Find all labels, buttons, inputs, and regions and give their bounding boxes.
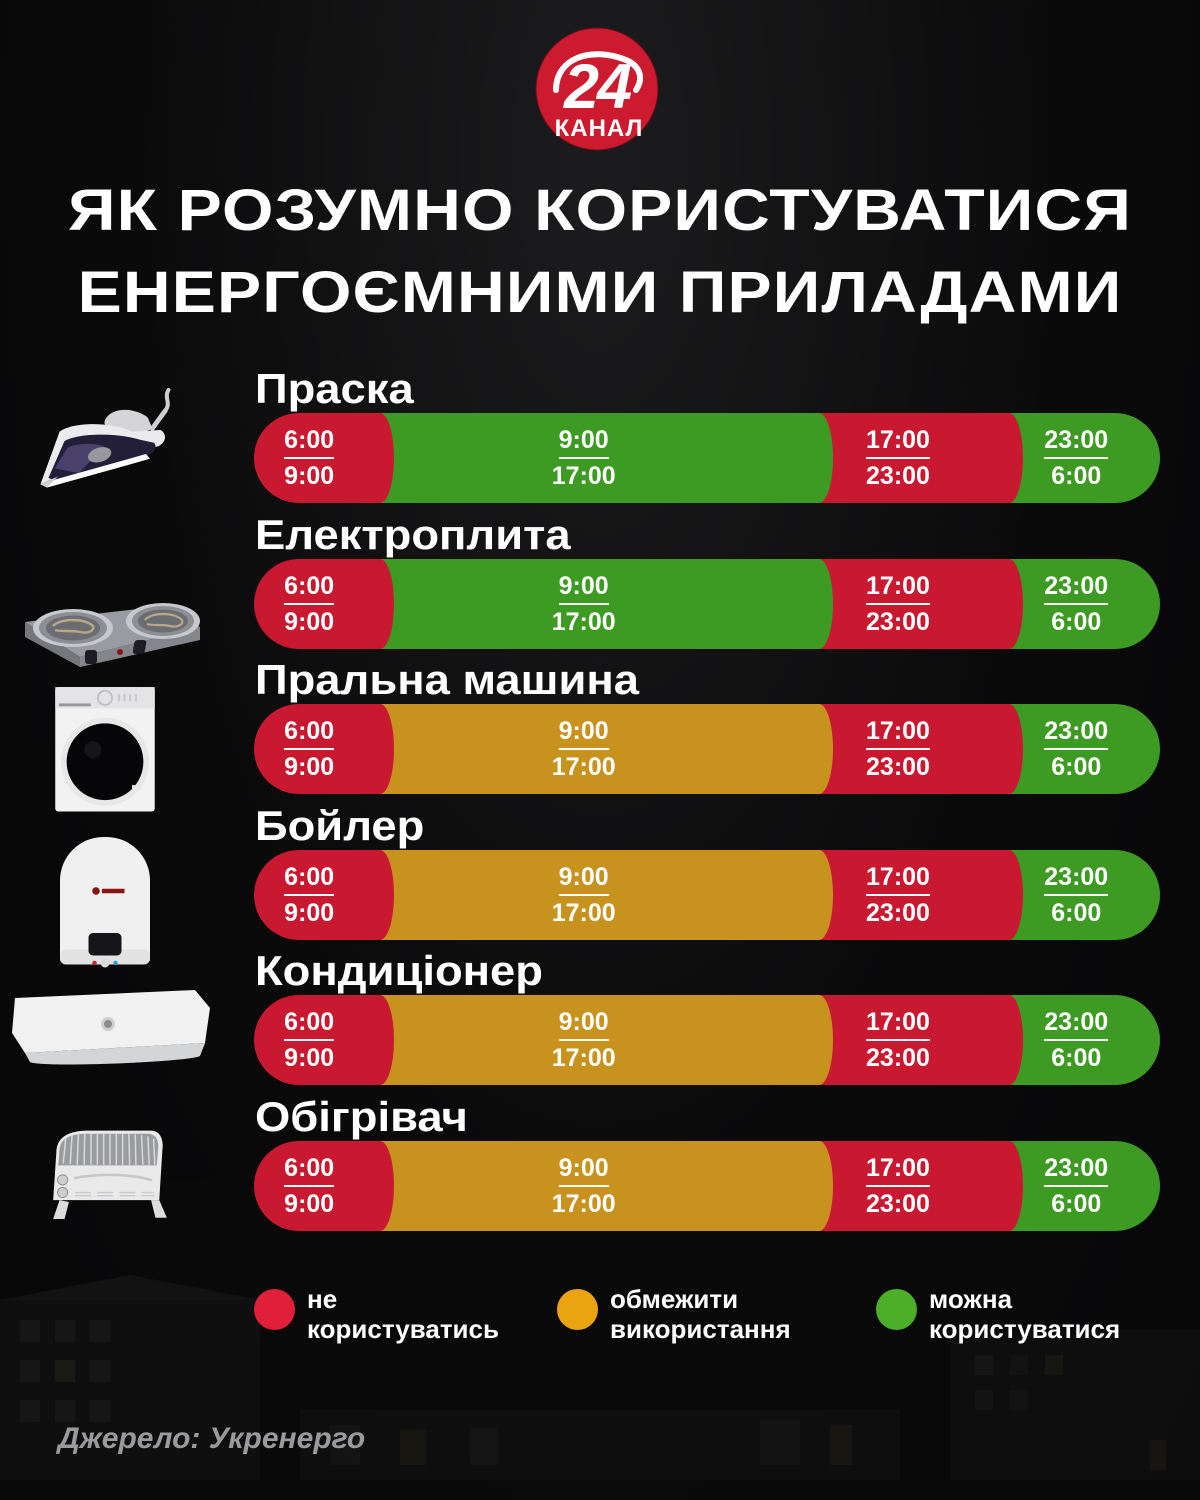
svg-text:КАНАЛ: КАНАЛ [555, 115, 644, 142]
svg-text:24: 24 [563, 52, 631, 122]
